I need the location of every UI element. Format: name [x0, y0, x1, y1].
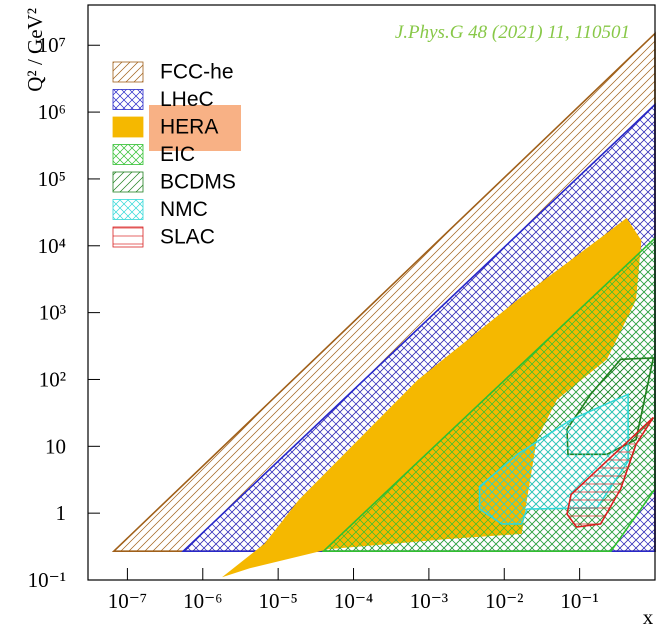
y-tick-label: 10⁵: [38, 167, 66, 191]
legend-label: EIC: [160, 143, 195, 166]
y-tick-label: 1: [56, 501, 67, 525]
y-tick-label: 10⁴: [38, 234, 66, 258]
y-tick-label: 10⁷: [38, 33, 66, 57]
x-axis-label: x: [643, 605, 654, 629]
legend-swatch: [113, 117, 143, 137]
legend-label: SLAC: [160, 226, 215, 249]
x-tick-label: 10⁻⁶: [183, 589, 222, 613]
chart: J.Phys.G 48 (2021) 11, 110501 x Q² / GeV…: [0, 0, 664, 629]
x-tick-label: 10⁻⁵: [258, 589, 297, 613]
y-tick-label: 10²: [39, 367, 66, 391]
y-tick-label: 10⁻¹: [28, 568, 66, 592]
x-tick-label: 10⁻³: [410, 589, 448, 613]
legend-label: HERA: [160, 116, 218, 139]
y-tick-label: 10⁶: [38, 100, 66, 124]
x-tick-label: 10⁻⁴: [334, 589, 373, 613]
annotation: J.Phys.G 48 (2021) 11, 110501: [395, 22, 630, 43]
legend-swatch: [113, 227, 143, 247]
legend-label: NMC: [160, 198, 208, 221]
legend-swatch: [113, 62, 143, 82]
page: {"chart_data": {"type": "region", "annot…: [0, 0, 664, 629]
x-tick-label: 10⁻¹: [560, 589, 598, 613]
y-tick-label: 10: [45, 434, 66, 458]
legend-swatch: [113, 200, 143, 220]
legend-swatch: [113, 90, 143, 110]
legend-label: LHeC: [160, 88, 214, 111]
legend-label: BCDMS: [160, 171, 236, 194]
legend-swatch: [113, 172, 143, 192]
x-tick-label: 10⁻²: [485, 589, 523, 613]
legend-label: FCC-he: [160, 61, 234, 84]
x-tick-label: 10⁻⁷: [108, 589, 147, 613]
y-tick-label: 10³: [39, 301, 66, 325]
legend-swatch: [113, 145, 143, 165]
